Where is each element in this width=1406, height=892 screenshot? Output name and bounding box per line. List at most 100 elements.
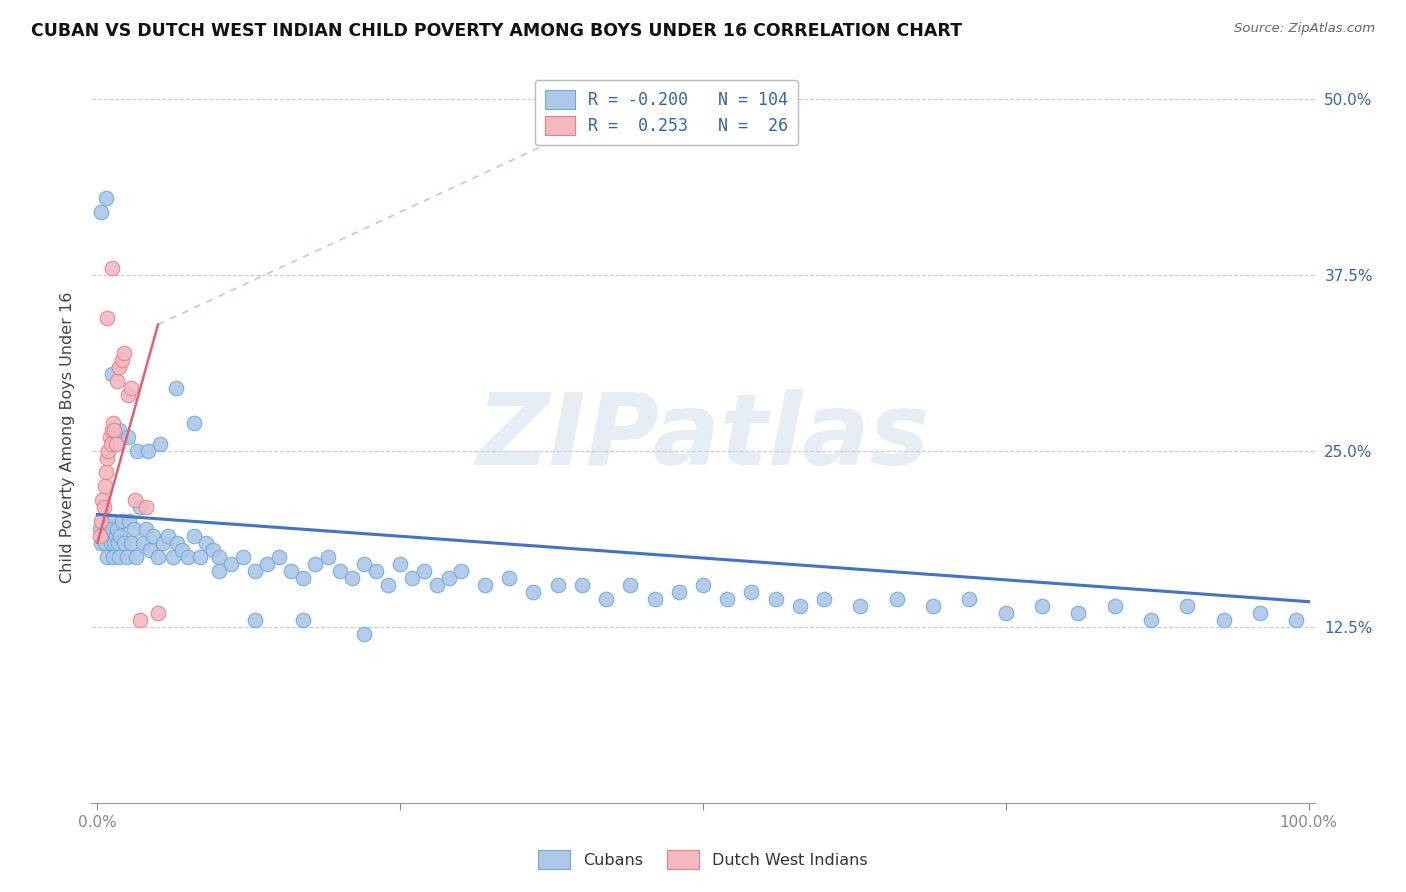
- Point: [94, 521, 117, 535]
- Legend: R = -0.200   N = 104, R =  0.253   N =  26: R = -0.200 N = 104, R = 0.253 N = 26: [534, 79, 799, 145]
- Point: [340, 571, 363, 585]
- Point: [94, 191, 117, 205]
- Point: [149, 437, 172, 451]
- Point: [103, 549, 125, 564]
- Point: [103, 535, 125, 549]
- Point: [849, 599, 872, 613]
- Point: [571, 578, 593, 592]
- Point: [103, 423, 125, 437]
- Point: [93, 479, 115, 493]
- Point: [364, 564, 387, 578]
- Point: [269, 549, 291, 564]
- Point: [450, 564, 472, 578]
- Point: [107, 535, 129, 549]
- Point: [146, 606, 169, 620]
- Point: [922, 599, 945, 613]
- Point: [1031, 599, 1053, 613]
- Point: [108, 423, 131, 437]
- Point: [219, 557, 242, 571]
- Point: [329, 564, 352, 578]
- Point: [98, 515, 121, 529]
- Point: [1212, 613, 1234, 627]
- Point: [97, 444, 120, 458]
- Point: [104, 528, 127, 542]
- Point: [101, 261, 124, 276]
- Point: [292, 571, 315, 585]
- Point: [117, 388, 139, 402]
- Point: [716, 591, 738, 606]
- Point: [813, 591, 835, 606]
- Point: [522, 584, 544, 599]
- Point: [128, 613, 150, 627]
- Point: [437, 571, 460, 585]
- Point: [292, 613, 315, 627]
- Point: [243, 564, 266, 578]
- Point: [692, 578, 714, 592]
- Point: [125, 549, 148, 564]
- Point: [91, 493, 114, 508]
- Point: [89, 521, 111, 535]
- Point: [177, 549, 200, 564]
- Point: [111, 515, 134, 529]
- Point: [644, 591, 666, 606]
- Text: Source: ZipAtlas.com: Source: ZipAtlas.com: [1234, 22, 1375, 36]
- Point: [166, 535, 188, 549]
- Text: ZIPatlas: ZIPatlas: [477, 389, 929, 485]
- Point: [172, 542, 194, 557]
- Point: [105, 374, 128, 388]
- Point: [401, 571, 423, 585]
- Point: [90, 535, 112, 549]
- Point: [96, 549, 118, 564]
- Point: [101, 423, 124, 437]
- Point: [93, 500, 115, 515]
- Point: [316, 549, 339, 564]
- Point: [280, 564, 302, 578]
- Point: [120, 381, 142, 395]
- Point: [1285, 613, 1308, 627]
- Point: [100, 437, 122, 451]
- Point: [165, 381, 187, 395]
- Point: [183, 416, 205, 430]
- Point: [256, 557, 278, 571]
- Point: [740, 584, 762, 599]
- Point: [162, 549, 184, 564]
- Point: [104, 437, 127, 451]
- Point: [124, 493, 146, 508]
- Point: [1067, 606, 1090, 620]
- Point: [959, 591, 981, 606]
- Point: [122, 521, 145, 535]
- Point: [100, 535, 122, 549]
- Point: [353, 627, 375, 641]
- Point: [425, 578, 447, 592]
- Point: [108, 359, 131, 374]
- Point: [110, 528, 132, 542]
- Y-axis label: Child Poverty Among Boys Under 16: Child Poverty Among Boys Under 16: [60, 292, 76, 582]
- Point: [152, 535, 174, 549]
- Point: [108, 549, 131, 564]
- Point: [765, 591, 787, 606]
- Point: [353, 557, 375, 571]
- Point: [1140, 613, 1163, 627]
- Point: [93, 528, 115, 542]
- Point: [619, 578, 641, 592]
- Point: [232, 549, 254, 564]
- Text: CUBAN VS DUTCH WEST INDIAN CHILD POVERTY AMONG BOYS UNDER 16 CORRELATION CHART: CUBAN VS DUTCH WEST INDIAN CHILD POVERTY…: [31, 22, 962, 40]
- Point: [94, 465, 117, 479]
- Point: [91, 515, 114, 529]
- Point: [243, 613, 266, 627]
- Point: [156, 528, 179, 542]
- Point: [120, 535, 142, 549]
- Point: [89, 528, 111, 542]
- Point: [97, 528, 120, 542]
- Point: [128, 500, 150, 515]
- Point: [142, 528, 165, 542]
- Point: [105, 521, 128, 535]
- Point: [127, 444, 149, 458]
- Point: [135, 500, 157, 515]
- Point: [101, 367, 124, 381]
- Point: [90, 515, 112, 529]
- Point: [112, 345, 135, 359]
- Point: [1104, 599, 1126, 613]
- Point: [304, 557, 326, 571]
- Point: [111, 352, 134, 367]
